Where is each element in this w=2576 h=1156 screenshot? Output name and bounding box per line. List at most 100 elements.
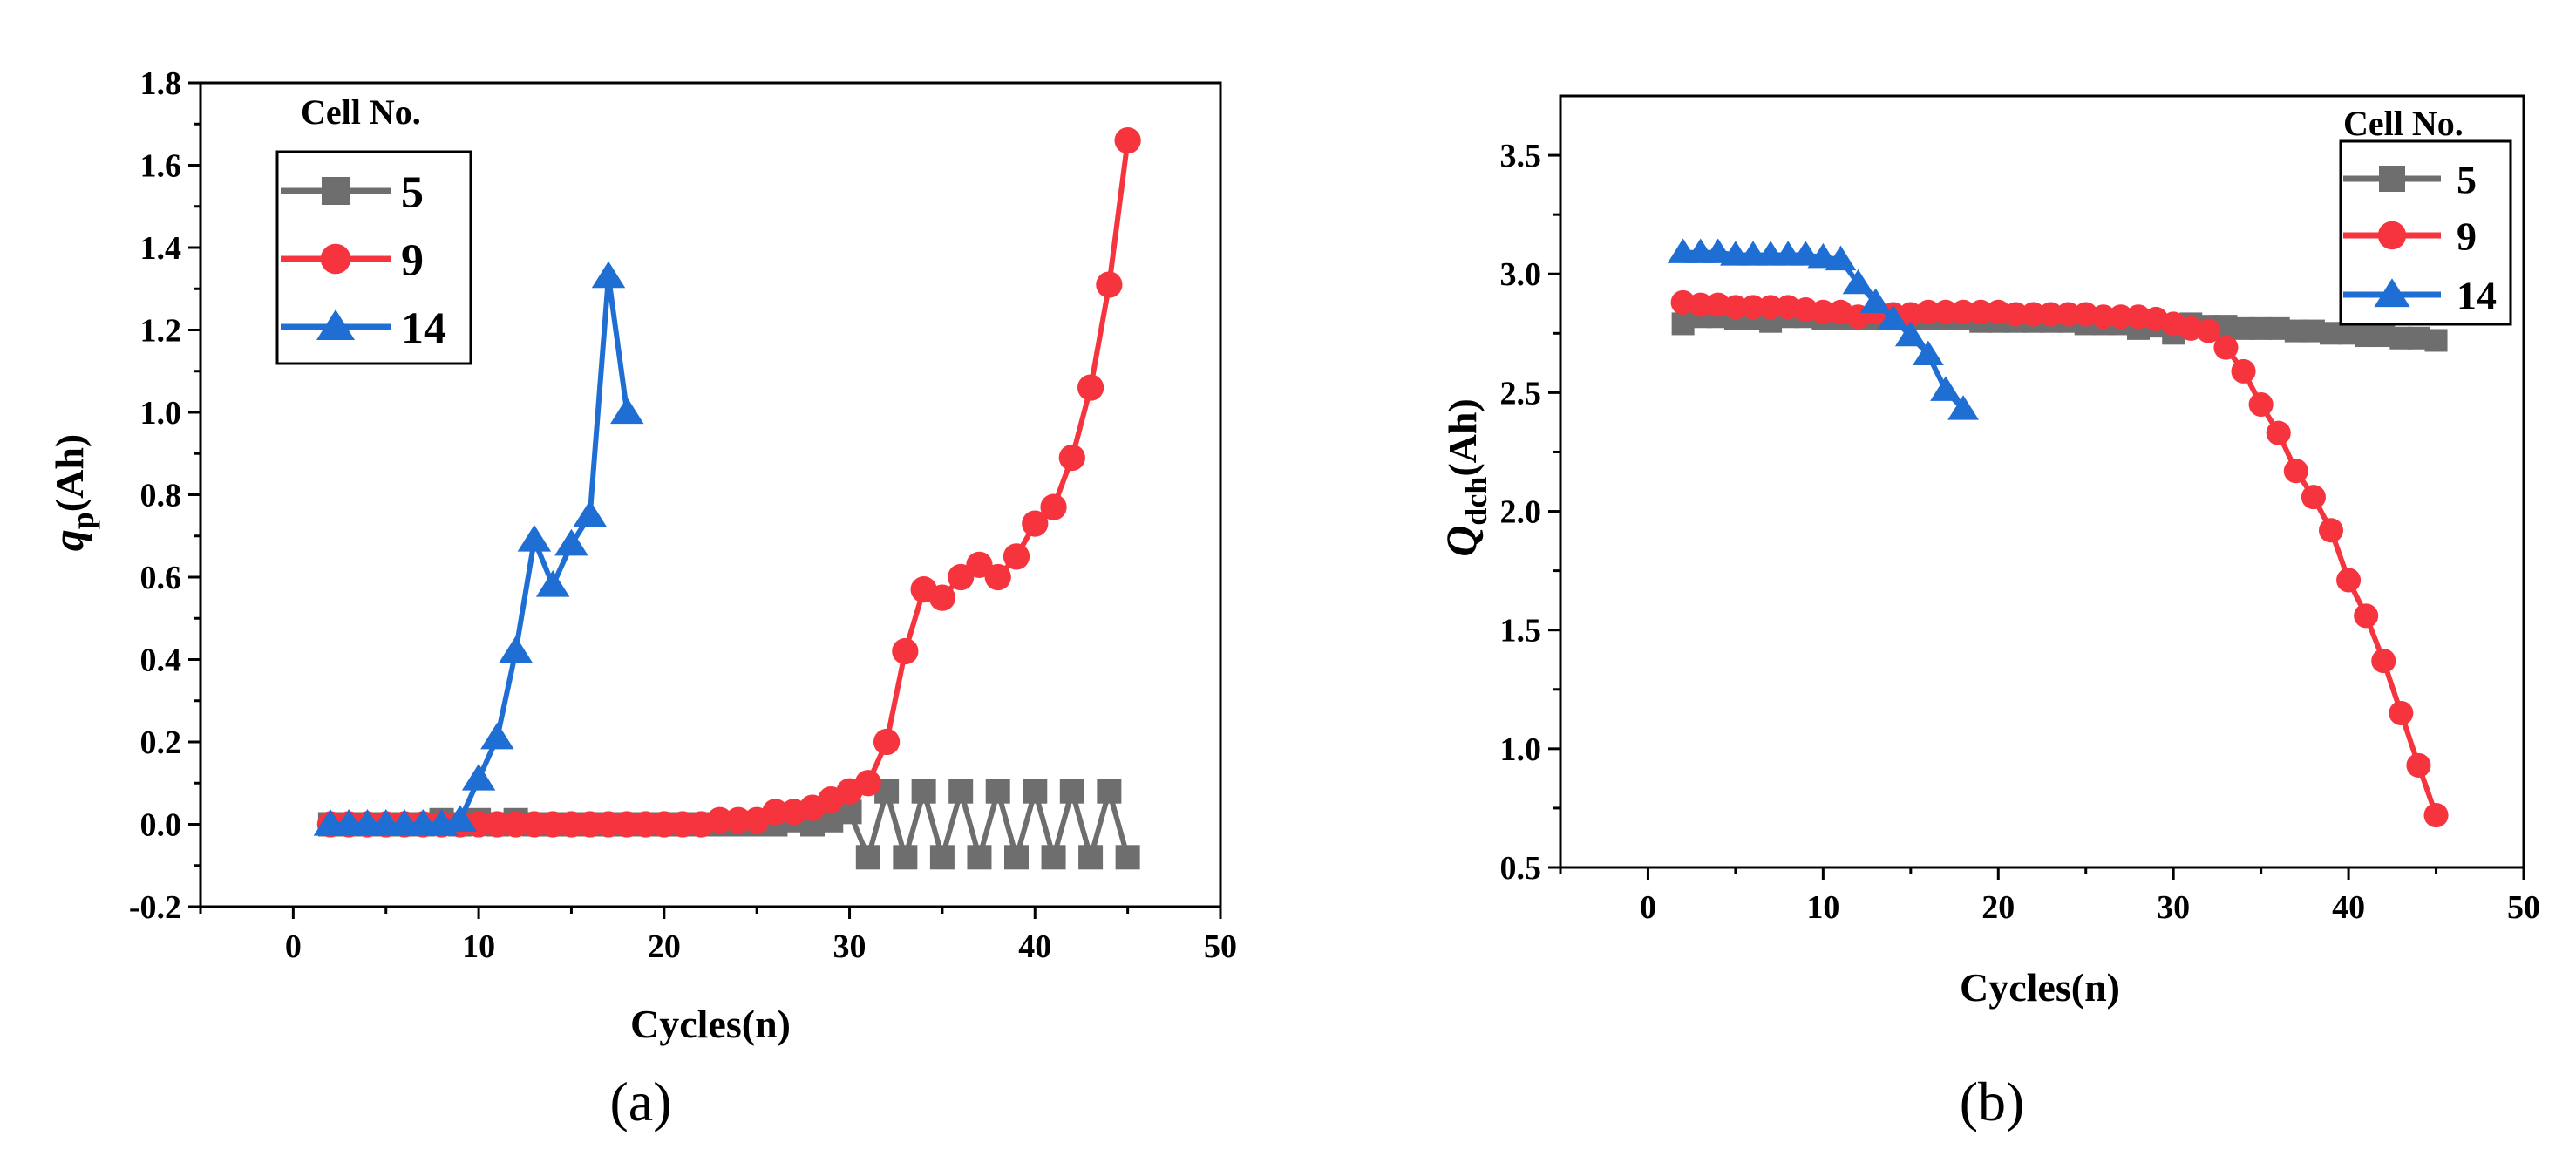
x-tick-label: 10 (1806, 889, 1839, 926)
y-tick-label: 1.6 (140, 148, 182, 185)
series-9-point (632, 811, 659, 838)
series-9-point (1058, 444, 1085, 472)
y-tick-label: 1.0 (1500, 731, 1542, 768)
x-tick-label: 30 (833, 928, 867, 965)
series-5-point (1041, 845, 1066, 870)
legend-14-label: 14 (2457, 274, 2497, 318)
series-9-point (1114, 127, 1141, 154)
series-9-point (873, 728, 901, 756)
series-14-point (1930, 376, 1961, 401)
y-axis-title-symbol: Q (1437, 526, 1485, 557)
series-9-point (2196, 318, 2221, 343)
series-14-point (1913, 340, 1944, 366)
series-9-point (614, 811, 641, 838)
series-9-point (724, 806, 752, 833)
series-14-point (1842, 269, 1874, 295)
series-14 (1667, 238, 1979, 420)
series-14-line (1682, 249, 1966, 411)
y-axis-title: qp(Ah) (44, 434, 100, 551)
series-14 (313, 261, 644, 836)
series-14-point (480, 722, 514, 750)
legend-14-marker (2374, 278, 2410, 308)
series-5-point (1078, 845, 1104, 870)
series-9-point (2231, 358, 2256, 384)
series-9-point (2248, 391, 2274, 418)
series-14-point (1877, 304, 1909, 330)
chart-panel-a: 0 10 20 30 40 50 -0.2 0.0 0.2 0.4 0.6 0.8 1.0 1.2 1.4 1… (44, 65, 1237, 1132)
series-9-point (669, 811, 697, 838)
series-5-point (1004, 845, 1029, 870)
series-5-point (855, 845, 880, 870)
y-tick-label: 1.5 (1500, 613, 1542, 649)
series-5-point (948, 779, 974, 804)
series-9-point (1951, 299, 1976, 324)
series-9-point (1740, 295, 1766, 320)
series-14-point (1894, 321, 1927, 347)
series-9-point (966, 551, 993, 578)
legend-5-label: 5 (401, 168, 424, 218)
series-9-point (2318, 518, 2344, 543)
series-9-point (1758, 295, 1784, 320)
series-14-point (535, 569, 570, 597)
series-9-point (1933, 299, 1959, 324)
legend-9-label: 9 (2457, 214, 2477, 259)
legend-14-label: 14 (401, 304, 446, 354)
series-9-point (576, 811, 603, 838)
series-9-point (2301, 485, 2326, 510)
series-9 (1670, 289, 2449, 828)
series-5-point (985, 779, 1010, 804)
x-tick-label: 40 (1018, 928, 1051, 965)
x-tick-label: 40 (2332, 889, 2365, 926)
legend-5-marker (322, 177, 350, 205)
series-14-point (610, 397, 644, 425)
series-9-point (1723, 295, 1748, 320)
y-axis-title-subscript: p (65, 512, 100, 529)
x-tick-label: 50 (1204, 928, 1237, 965)
series-9-point (2108, 304, 2133, 330)
y-tick-label: 0.2 (140, 724, 182, 761)
series-9-point (1040, 493, 1067, 520)
legend-9-marker (320, 243, 351, 275)
series-9-point (1688, 292, 1713, 317)
y-tick-label: 0.4 (140, 643, 182, 679)
series-9-point (2354, 603, 2379, 629)
y-tick-label: 3.0 (1500, 256, 1542, 293)
series-9-point (854, 770, 881, 797)
legend-14-marker (316, 309, 355, 340)
panel-label: (a) (609, 1071, 671, 1132)
legend-5-label: 5 (2457, 158, 2477, 202)
series-14-point (499, 636, 533, 663)
series-9-point (540, 811, 567, 838)
x-tick-label: 0 (285, 928, 302, 965)
series-9-point (2406, 752, 2431, 778)
series-9-point (2003, 302, 2029, 327)
series-9-point (502, 811, 529, 838)
y-tick-label: 2.0 (1500, 494, 1542, 531)
series-9-point (2423, 803, 2449, 828)
y-tick-label: 1.2 (140, 313, 182, 350)
legend: Cell No. 5 9 14 (2339, 104, 2512, 326)
series-9-point (984, 563, 1011, 591)
panel-label: (b) (1960, 1071, 2025, 1132)
series-5-point (929, 845, 955, 870)
series-9-point (484, 811, 511, 838)
series-9-point (762, 799, 789, 826)
y-tick-label: 3.5 (1500, 138, 1542, 174)
series-14-point (573, 500, 607, 527)
series-14-point (554, 528, 588, 556)
series-14-point (461, 764, 496, 791)
series-9-point (948, 563, 975, 591)
series-5-point (1097, 779, 1122, 804)
series-5-point (911, 779, 936, 804)
y-tick-label: 2.5 (1500, 375, 1542, 411)
y-tick-label: 0.8 (140, 478, 182, 514)
legend-title: Cell No. (2343, 104, 2464, 143)
x-tick-label: 30 (2157, 889, 2190, 926)
series-9-point (1811, 299, 1836, 324)
series-14-point (591, 261, 626, 289)
series-14-point (1825, 245, 1857, 271)
series-9-point (928, 584, 956, 611)
series-9-point (650, 811, 677, 838)
y-axis-title-unit: (Ah) (47, 434, 92, 512)
y-tick-label: -0.2 (129, 889, 181, 926)
